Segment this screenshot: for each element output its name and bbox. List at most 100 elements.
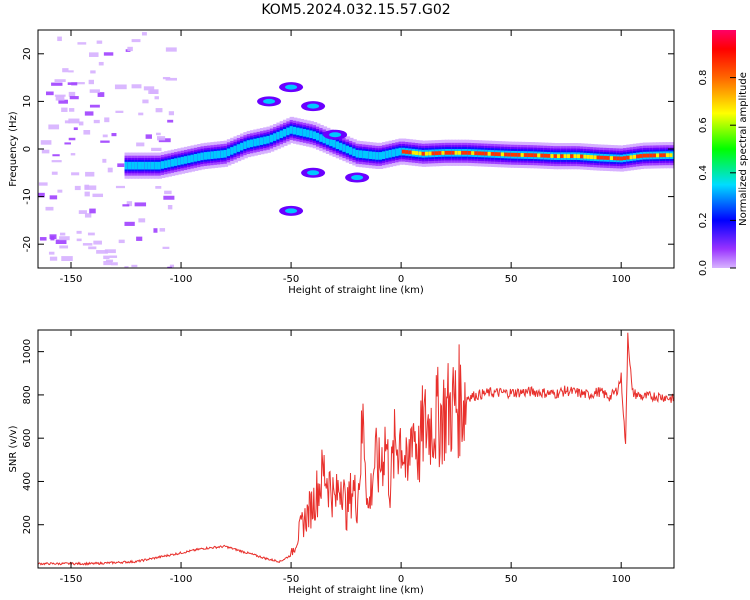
heatmap-noise-cell (70, 153, 76, 156)
heatmap-noise-cell (78, 210, 87, 214)
heatmap-noise-cell (167, 266, 173, 268)
heatmap-noise-cell (126, 201, 133, 207)
heatmap-noise-cell (59, 236, 70, 241)
heatmap-noise-cell (115, 185, 125, 189)
heatmap-cell (672, 151, 674, 159)
heatmap-peak-cell (490, 151, 496, 156)
heatmap-cell (240, 142, 245, 151)
heatmap-peak-cell (415, 151, 420, 155)
heatmap-peak-cell (504, 152, 509, 157)
heatmap-peak-cell (613, 156, 618, 161)
heatmap-noise-cell (93, 240, 102, 245)
heatmap-peak-cell (599, 155, 605, 160)
heatmap-noise-cell (39, 237, 47, 241)
heatmap-peak-cell (639, 154, 644, 158)
heatmap-cell (190, 154, 196, 163)
heatmap-cell (183, 156, 189, 164)
heatmap-noise-cell (103, 261, 112, 266)
heatmap-noise-cell (62, 68, 69, 73)
heatmap-cell (372, 151, 377, 160)
heatmap-noise-cell (105, 259, 114, 263)
heatmap-noise-cell (117, 163, 125, 168)
heatmap-noise-cell (83, 129, 91, 135)
heatmap-cell (137, 161, 143, 170)
heatmap-cell (375, 152, 380, 160)
heatmap-cell (299, 128, 304, 136)
heatmap-cell (345, 145, 351, 154)
snr-ytick-label: 800 (22, 385, 33, 404)
spectrogram-ytick-label: 0 (22, 146, 33, 152)
heatmap-peak-cell (474, 151, 479, 156)
heatmap-noise-cell (151, 147, 162, 152)
heatmap-noise-cell (131, 39, 141, 43)
heatmap-feature-core (329, 132, 342, 138)
heatmap-peak-cell (632, 154, 638, 159)
heatmap-noise-cell (96, 40, 103, 44)
heatmap-peak-cell (448, 150, 453, 155)
snr-xtick-label: -100 (170, 574, 193, 585)
heatmap-noise-cell (111, 133, 117, 137)
colorbar-tick-label: 0.8 (698, 70, 709, 86)
heatmap-cell (160, 161, 166, 169)
heatmap-noise-cell (90, 70, 96, 74)
heatmap-cell (177, 157, 182, 166)
heatmap-noise-cell (69, 96, 79, 100)
heatmap-cell (246, 140, 252, 148)
heatmap-peak-cell (646, 153, 651, 158)
heatmap-cell (230, 147, 235, 155)
heatmap-noise-cell (155, 186, 162, 189)
heatmap-cell (216, 150, 222, 159)
heatmap-noise-cell (59, 232, 66, 236)
heatmap-noise-cell (76, 238, 82, 242)
heatmap-feature-core (351, 175, 364, 181)
heatmap-noise-cell (69, 108, 75, 112)
heatmap-cell (365, 151, 371, 159)
heatmap-noise-cell (82, 243, 93, 246)
heatmap-peak-cell (573, 154, 578, 159)
heatmap-feature-core (307, 103, 320, 109)
heatmap-noise-cell (64, 142, 71, 145)
heatmap-cell (203, 152, 209, 160)
heatmap-cell (306, 129, 311, 138)
snr-ytick-label: 600 (22, 429, 33, 448)
heatmap-cell (322, 135, 328, 144)
heatmap-peak-cell (606, 156, 611, 160)
heatmap-noise-cell (45, 206, 54, 211)
heatmap-peak-cell (649, 153, 654, 158)
heatmap-noise-cell (142, 99, 149, 104)
heatmap-cell (154, 161, 159, 170)
heatmap-peak-cell (580, 154, 585, 159)
heatmap-cell (220, 150, 225, 158)
heatmap-peak-cell (609, 156, 615, 160)
heatmap-noise-cell (127, 46, 133, 52)
heatmap-noise-cell (84, 111, 94, 116)
heatmap-noise-cell (134, 202, 147, 207)
snr-frame (37, 329, 675, 569)
heatmap-noise-cell (93, 119, 100, 124)
heatmap-peak-cell (494, 152, 499, 156)
heatmap-cell (263, 136, 268, 145)
heatmap-cell (339, 142, 344, 151)
heatmap-noise-cell (88, 79, 94, 85)
heatmap-cell (256, 138, 262, 146)
heatmap-cell (398, 147, 404, 156)
figure-title: KOM5.2024.032.15.57.G02 (261, 2, 450, 18)
heatmap-noise-cell (102, 134, 108, 138)
colorbar-gradient (712, 30, 736, 268)
heatmap-noise-cell (124, 266, 129, 268)
snr-xtick-label: -150 (60, 574, 83, 585)
heatmap-noise-cell (136, 142, 145, 147)
heatmap-noise-cell (59, 245, 69, 249)
heatmap-noise-cell (100, 140, 110, 143)
heatmap-noise-cell (88, 246, 97, 250)
heatmap-peak-cell (626, 155, 631, 160)
heatmap-peak-cell (438, 151, 443, 155)
heatmap-noise-cell (48, 251, 55, 255)
heatmap-cell (368, 151, 374, 159)
heatmap-peak-cell (596, 155, 602, 160)
heatmap-noise-cell (103, 52, 114, 56)
spectrogram-xtick-label: -50 (283, 274, 299, 285)
heatmap-peak-cell (560, 154, 565, 159)
heatmap-peak-cell (619, 156, 625, 161)
heatmap-noise-cell (48, 124, 60, 130)
